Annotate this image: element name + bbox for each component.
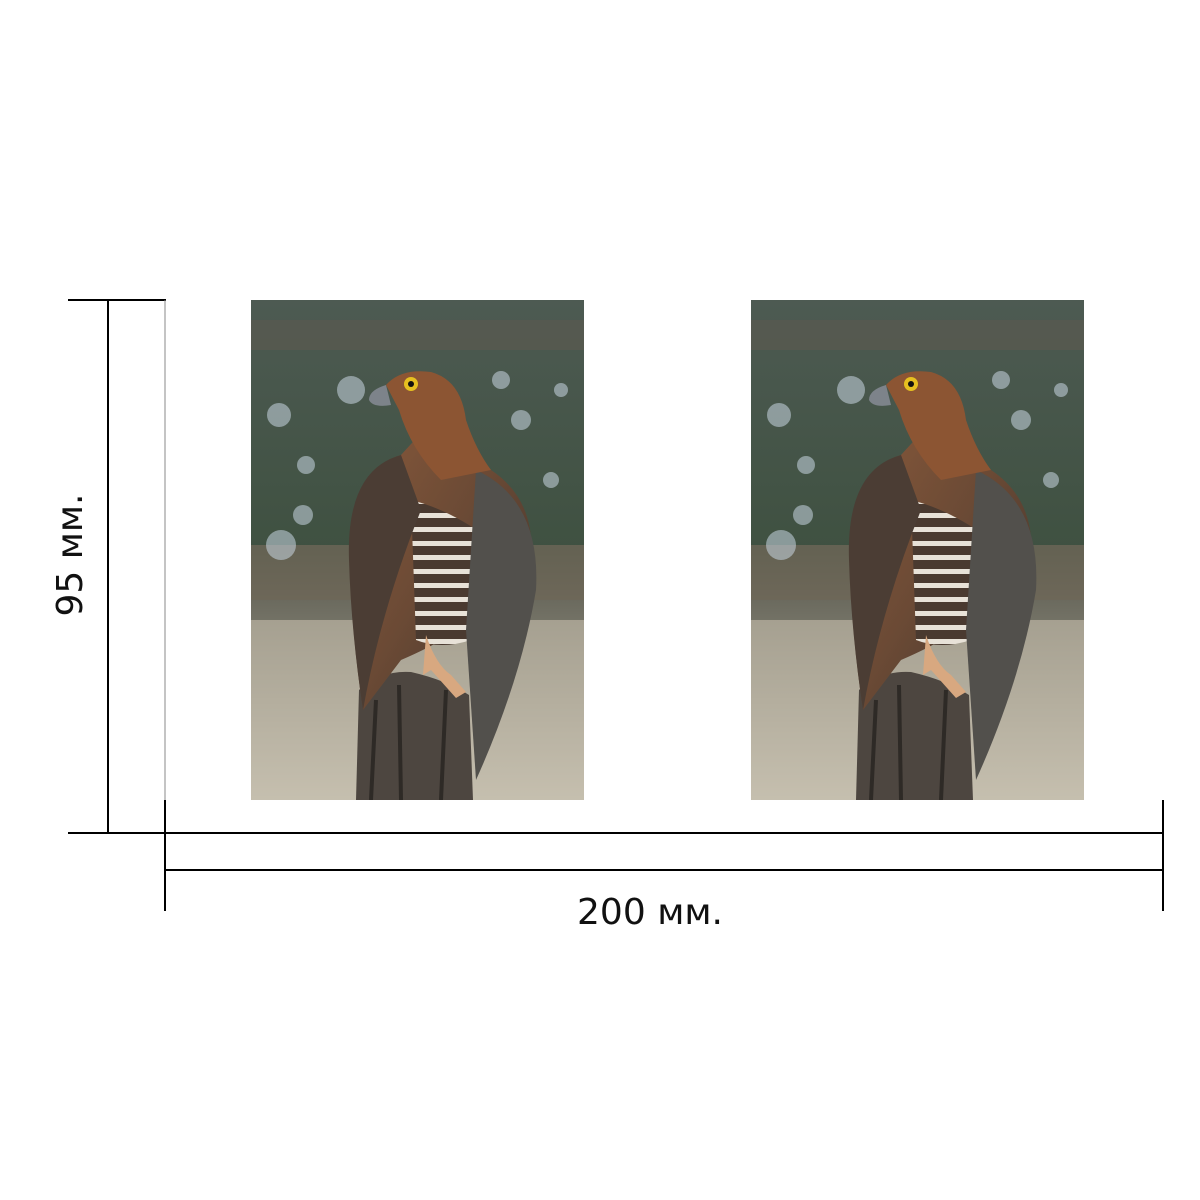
- product-photo: [251, 300, 584, 800]
- height-dimension: [68, 299, 166, 834]
- height-label: 95 мм.: [50, 493, 91, 616]
- width-dimension: [164, 800, 1164, 911]
- width-label: 200 мм.: [577, 892, 723, 933]
- product-photo: [751, 300, 1084, 800]
